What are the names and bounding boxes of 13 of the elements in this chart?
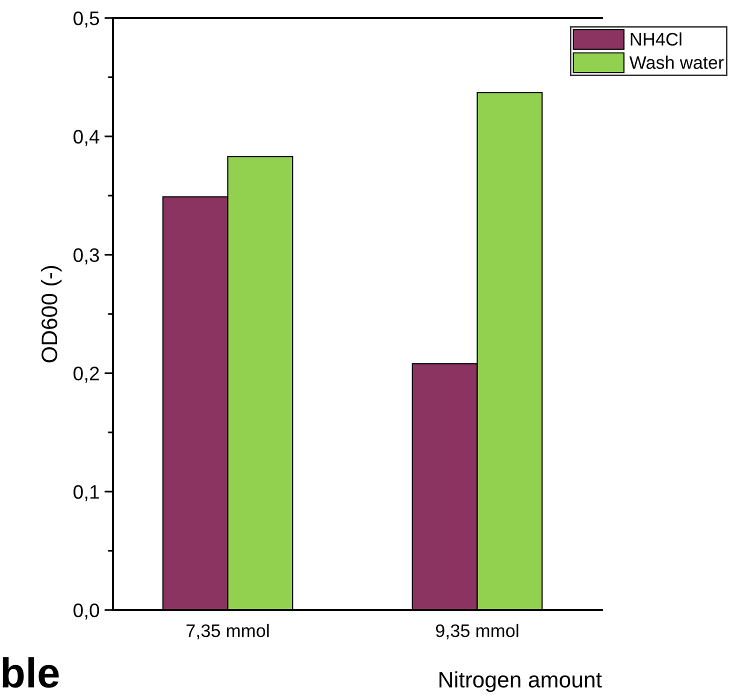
- y-tick-label: 0,0: [74, 603, 100, 620]
- legend-label: NH4Cl: [630, 32, 682, 46]
- y-tick-label: 0,3: [74, 248, 99, 264]
- text: ble: [2, 657, 59, 688]
- y-tick-label: 0,2: [74, 366, 99, 383]
- y-axis-title: OD600 (-): [40, 266, 62, 362]
- y-tick-label: 0,4: [74, 130, 100, 146]
- x-tick-label: 9,35 mmol: [436, 624, 518, 640]
- x-axis-title: Nitrogen amount: [440, 671, 602, 692]
- y-tick-label: 0,1: [74, 485, 99, 502]
- legend-label: Wash water: [629, 56, 724, 69]
- y-tick-label: 0,5: [74, 11, 99, 28]
- x-tick-label: 7,35 mmol: [186, 624, 269, 640]
